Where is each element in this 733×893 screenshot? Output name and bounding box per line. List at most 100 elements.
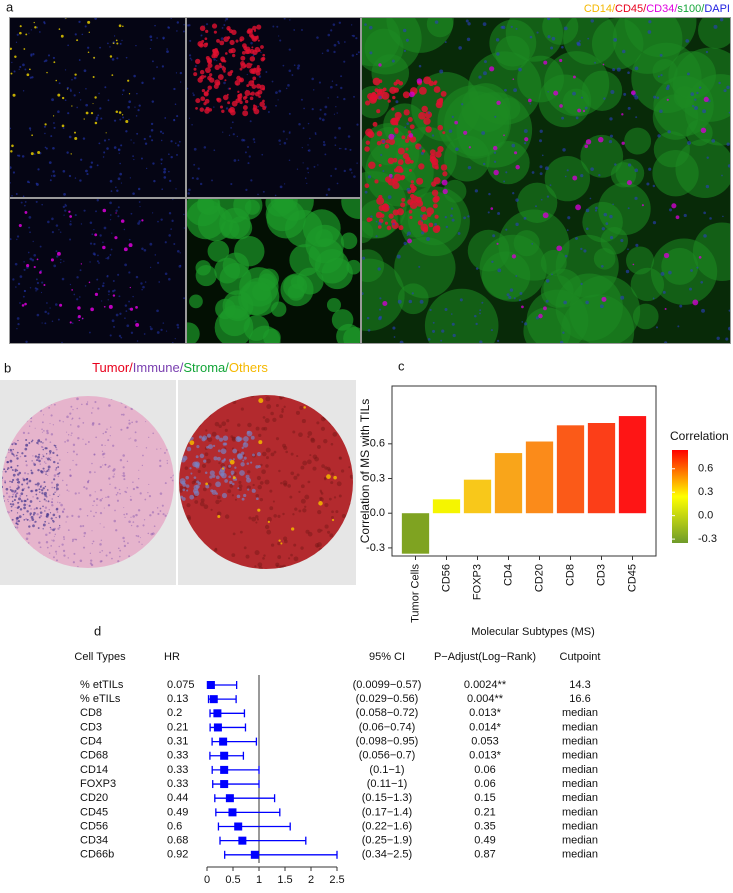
texture-spot [124, 304, 128, 307]
texture-spot [10, 181, 11, 184]
texture-spot [282, 443, 287, 448]
plot-frame [391, 385, 657, 557]
texture-spot [156, 261, 160, 264]
texture-spot [103, 226, 107, 230]
texture-spot [156, 66, 158, 68]
texture-spot [265, 456, 269, 460]
texture-spot [463, 130, 468, 135]
texture-spot [580, 247, 583, 251]
texture-spot [220, 37, 224, 41]
texture-spot [573, 75, 576, 79]
texture-spot [94, 233, 98, 237]
texture-spot [433, 81, 437, 86]
texture-spot [119, 172, 123, 176]
texture-spot [594, 61, 596, 64]
texture-spot [523, 141, 527, 145]
texture-spot [687, 140, 692, 145]
texture-spot [74, 177, 77, 179]
texture-spot [330, 174, 333, 177]
texture-spot [193, 484, 199, 491]
texture-spot [195, 58, 201, 65]
texture-spot [266, 529, 272, 535]
texture-spot [325, 193, 328, 196]
texture-spot [63, 260, 65, 262]
texture-spot [26, 532, 29, 535]
texture-spot [228, 134, 231, 137]
texture-spot [135, 420, 138, 423]
texture-spot [434, 165, 439, 170]
texture-spot [45, 462, 47, 464]
texture-spot [69, 283, 72, 286]
texture-spot [99, 107, 102, 110]
texture-spot [306, 167, 309, 170]
texture-spot [72, 409, 74, 411]
texture-spot [319, 496, 323, 500]
texture-spot [43, 284, 46, 287]
texture-spot [725, 337, 729, 341]
texture-spot [128, 238, 131, 241]
texture-spot [78, 492, 80, 494]
texture-spot [28, 525, 31, 528]
texture-spot [16, 523, 19, 526]
cutpoint-label: median [562, 835, 598, 847]
texture-spot [249, 56, 256, 62]
texture-spot [33, 511, 36, 515]
texture-spot [393, 173, 402, 182]
texture-spot [328, 497, 332, 501]
texture-spot [189, 440, 195, 446]
legend-separator: / [129, 360, 133, 375]
texture-spot [246, 84, 250, 88]
texture-spot [58, 472, 61, 474]
texture-spot [656, 96, 660, 99]
texture-spot [402, 153, 409, 160]
texture-spot [17, 480, 21, 484]
texture-spot [203, 504, 209, 510]
legend-separator: / [674, 3, 678, 15]
texture-spot [96, 278, 99, 281]
texture-spot [235, 436, 242, 443]
texture-spot [716, 336, 720, 340]
texture-spot [248, 155, 251, 158]
texture-spot [189, 39, 192, 42]
texture-spot [29, 231, 31, 234]
ci-label: (0.098−0.95) [356, 736, 419, 748]
texture-spot [391, 59, 395, 63]
texture-spot [207, 59, 212, 65]
texture-spot [421, 214, 428, 221]
texture-spot [247, 488, 250, 491]
texture-spot [172, 199, 174, 201]
texture-spot [73, 76, 77, 80]
texture-spot [8, 511, 11, 513]
texture-spot [535, 205, 537, 208]
texture-spot [100, 300, 103, 302]
texture-spot [16, 506, 20, 510]
bar [494, 453, 523, 514]
texture-spot [31, 518, 35, 522]
texture-spot [418, 146, 422, 149]
texture-spot [43, 60, 46, 63]
texture-spot [17, 439, 19, 442]
texture-spot [197, 41, 204, 47]
texture-spot [341, 199, 360, 219]
texture-spot [334, 144, 337, 146]
texture-spot [563, 26, 568, 31]
texture-spot [444, 307, 448, 312]
row-label: % etTILs [80, 679, 124, 691]
texture-spot [336, 112, 338, 114]
texture-spot [277, 541, 281, 546]
texture-spot [283, 482, 288, 487]
texture-spot [45, 457, 48, 459]
texture-spot [14, 470, 17, 473]
texture-spot [179, 485, 184, 490]
texture-spot [125, 310, 128, 312]
texture-spot [160, 158, 163, 161]
texture-spot [399, 340, 404, 343]
x-tick-label: 0 [204, 874, 210, 886]
texture-spot [30, 420, 33, 423]
texture-spot [14, 468, 17, 471]
texture-spot [711, 138, 716, 143]
texture-spot [18, 68, 20, 70]
texture-spot [16, 464, 19, 467]
texture-spot [32, 496, 34, 498]
texture-spot [55, 448, 58, 451]
